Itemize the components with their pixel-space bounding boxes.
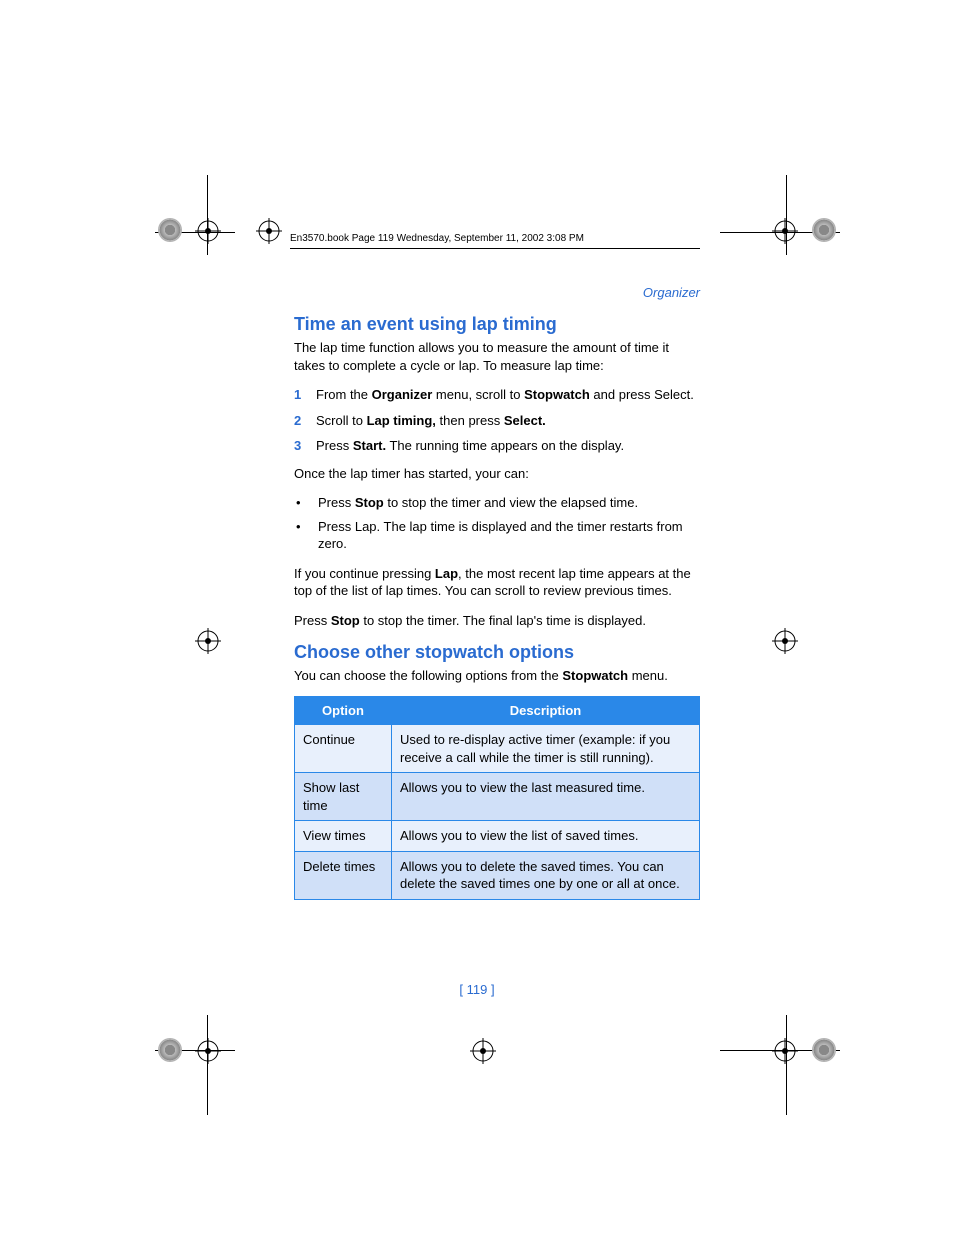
intro-paragraph-2: You can choose the following options fro… <box>294 667 700 685</box>
step-item: 1 From the Organizer menu, scroll to Sto… <box>294 386 700 404</box>
page-content: Organizer Time an event using lap timing… <box>294 285 700 900</box>
t: The running time appears on the display. <box>386 438 624 453</box>
book-header-line: En3570.book Page 119 Wednesday, Septembe… <box>290 233 584 244</box>
bullets-list: • Press Stop to stop the timer and view … <box>294 494 700 553</box>
options-table: Option Description Continue Used to re-d… <box>294 696 700 900</box>
heading-stopwatch-options: Choose other stopwatch options <box>294 642 700 663</box>
t: Press <box>316 438 353 453</box>
t: You can choose the following options fro… <box>294 668 562 683</box>
t: Stopwatch <box>524 387 590 402</box>
description-cell: Allows you to view the last measured tim… <box>392 773 700 821</box>
t: Start. <box>353 438 386 453</box>
table-row: Continue Used to re-display active timer… <box>295 725 700 773</box>
t: If you continue pressing <box>294 566 435 581</box>
bullet-dot-icon: • <box>294 518 318 553</box>
step-number: 3 <box>294 437 316 455</box>
bullet-dot-icon: • <box>294 494 318 512</box>
t: menu. <box>628 668 668 683</box>
registration-crosshair-icon <box>195 218 221 244</box>
page-number: [ 119 ] <box>0 982 954 997</box>
after-steps-text: Once the lap timer has started, your can… <box>294 465 700 483</box>
registration-crosshair-icon <box>772 1038 798 1064</box>
t: Lap timing, <box>367 413 436 428</box>
registration-crosshair-icon <box>470 1038 496 1064</box>
t: Scroll to <box>316 413 367 428</box>
registration-crosshair-icon <box>772 628 798 654</box>
registration-knurl-icon <box>812 218 836 242</box>
bullet-text: Press Lap. The lap time is displayed and… <box>318 518 700 553</box>
t: Stop <box>355 495 384 510</box>
t: to stop the timer and view the elapsed t… <box>384 495 638 510</box>
section-label: Organizer <box>294 285 700 300</box>
t: menu, scroll to <box>432 387 524 402</box>
t: Lap <box>435 566 458 581</box>
t: Select. <box>504 413 546 428</box>
table-row: Delete times Allows you to delete the sa… <box>295 851 700 899</box>
registration-crosshair-icon <box>195 1038 221 1064</box>
crop-line <box>786 1015 787 1115</box>
crop-line <box>207 1015 208 1115</box>
bullet-text: Press Stop to stop the timer and view th… <box>318 494 638 512</box>
t: Press <box>294 613 331 628</box>
step-text: Press Start. The running time appears on… <box>316 437 624 455</box>
table-header-row: Option Description <box>295 697 700 725</box>
registration-knurl-icon <box>812 1038 836 1062</box>
t: Stop <box>331 613 360 628</box>
description-cell: Used to re-display active timer (example… <box>392 725 700 773</box>
registration-crosshair-icon <box>772 218 798 244</box>
steps-list: 1 From the Organizer menu, scroll to Sto… <box>294 386 700 455</box>
heading-lap-timing: Time an event using lap timing <box>294 314 700 335</box>
t: then press <box>436 413 504 428</box>
option-cell: Show last time <box>295 773 392 821</box>
t: to stop the timer. The final lap's time … <box>360 613 646 628</box>
t: and press Select. <box>590 387 694 402</box>
description-cell: Allows you to delete the saved times. Yo… <box>392 851 700 899</box>
t: Organizer <box>372 387 433 402</box>
option-cell: Continue <box>295 725 392 773</box>
description-cell: Allows you to view the list of saved tim… <box>392 821 700 852</box>
registration-crosshair-icon <box>195 628 221 654</box>
column-header-description: Description <box>392 697 700 725</box>
t: From the <box>316 387 372 402</box>
step-item: 2 Scroll to Lap timing, then press Selec… <box>294 412 700 430</box>
step-number: 1 <box>294 386 316 404</box>
registration-crosshair-icon <box>256 218 282 244</box>
column-header-option: Option <box>295 697 392 725</box>
intro-paragraph-1: The lap time function allows you to meas… <box>294 339 700 374</box>
bullet-item: • Press Stop to stop the timer and view … <box>294 494 700 512</box>
step-text: Scroll to Lap timing, then press Select. <box>316 412 546 430</box>
t: Press <box>318 495 355 510</box>
stop-paragraph: Press Stop to stop the timer. The final … <box>294 612 700 630</box>
header-rule <box>290 248 700 249</box>
t: Press Lap. The lap time is displayed and… <box>318 519 683 552</box>
registration-knurl-icon <box>158 1038 182 1062</box>
step-item: 3 Press Start. The running time appears … <box>294 437 700 455</box>
bullet-item: • Press Lap. The lap time is displayed a… <box>294 518 700 553</box>
step-number: 2 <box>294 412 316 430</box>
table-row: Show last time Allows you to view the la… <box>295 773 700 821</box>
table-row: View times Allows you to view the list o… <box>295 821 700 852</box>
registration-knurl-icon <box>158 218 182 242</box>
t: Stopwatch <box>562 668 628 683</box>
step-text: From the Organizer menu, scroll to Stopw… <box>316 386 694 404</box>
lap-paragraph: If you continue pressing Lap, the most r… <box>294 565 700 600</box>
option-cell: Delete times <box>295 851 392 899</box>
option-cell: View times <box>295 821 392 852</box>
